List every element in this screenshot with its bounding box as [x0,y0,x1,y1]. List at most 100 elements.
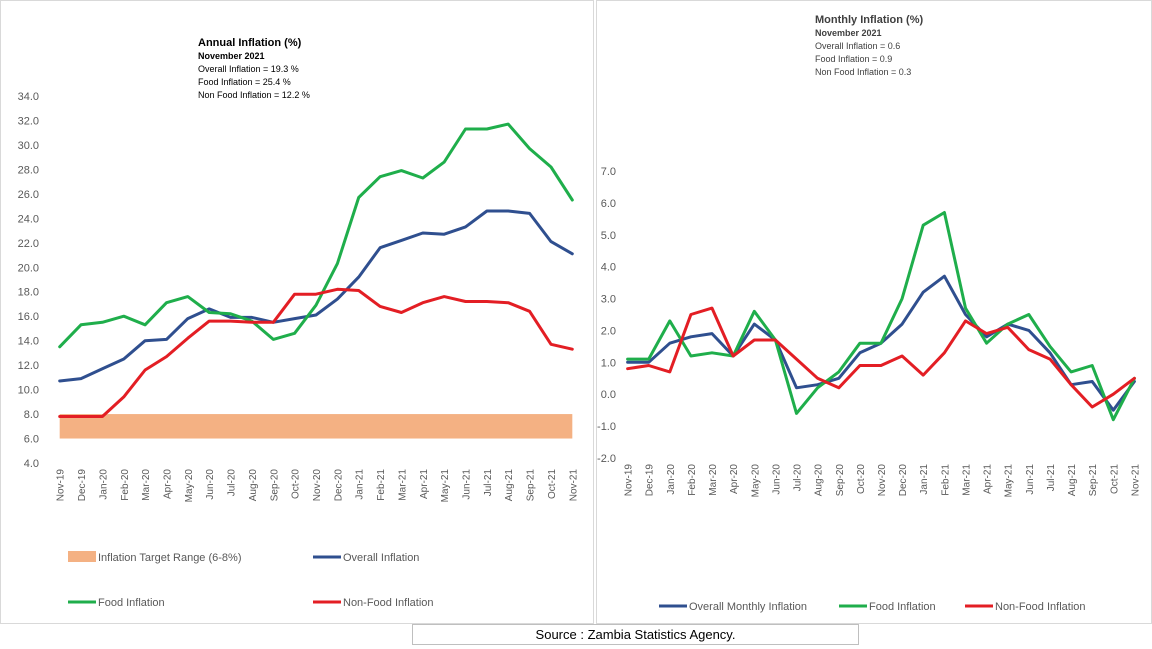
x-tick-label: Apr-21 [983,464,994,494]
chart-annotation: Overall Inflation = 0.6 [815,41,900,51]
x-tick-label: Feb-21 [940,464,951,496]
legend-label-target: Inflation Target Range (6-8%) [98,552,242,564]
annual-inflation-chart: Annual Inflation (%) November 2021 Overall… [18,37,580,609]
chart-annotation: Food Inflation = 25.4 % [198,77,291,87]
x-tick-label: Aug-20 [248,469,259,502]
x-tick-label: Mar-21 [397,469,408,501]
x-tick-label: Feb-21 [376,469,387,501]
series-line-nonfood [626,306,1136,409]
y-tick-label: 10.0 [18,385,39,397]
y-tick-label: 22.0 [18,238,39,250]
x-tick-label: Jan-20 [666,464,677,495]
y-tick-label: 4.0 [601,262,616,274]
y-tick-label: 34.0 [18,91,39,103]
monthly-inflation-panel: Monthly Inflation (%) November 2021 Overal… [596,0,1152,624]
y-tick-label: 6.0 [24,434,39,446]
x-tick-label: Nov-19 [56,469,67,502]
chart-annotation: Non Food Inflation = 12.2 % [198,90,310,100]
x-tick-label: Sep-21 [526,469,537,502]
y-tick-label: 2.0 [601,325,616,337]
x-tick-label: Mar-20 [708,464,719,496]
series-line-overall [58,209,574,383]
x-tick-label: Nov-19 [624,464,635,497]
x-tick-label: Aug-21 [504,469,515,502]
legend-label-overall: Overall Monthly Inflation [689,601,807,613]
y-tick-label: 5.0 [601,230,616,242]
chart-title: Monthly Inflation (%) [815,14,923,26]
y-tick-label: 30.0 [18,140,39,152]
y-tick-label: 16.0 [18,311,39,323]
y-tick-label: 4.0 [24,458,39,470]
x-tick-label: Nov-20 [312,469,323,502]
y-tick-label: 6.0 [601,198,616,210]
x-tick-label: Nov-21 [1130,464,1141,497]
y-tick-label: -1.0 [597,421,616,433]
x-tick-label: Mar-20 [141,469,152,501]
x-tick-label: Apr-20 [162,469,173,499]
x-tick-label: May-21 [1004,464,1015,498]
x-tick-label: Jul-21 [483,469,494,497]
x-tick-label: Mar-21 [961,464,972,496]
series-line-nonfood [58,287,574,418]
y-tick-label: 0.0 [601,389,616,401]
monthly-inflation-chart: Monthly Inflation (%) November 2021 Overal… [597,14,1141,613]
x-tick-label: Jun-20 [205,469,216,500]
x-tick-label: Feb-20 [120,469,131,501]
x-tick-label: Aug-20 [814,464,825,497]
chart-subtitle: November 2021 [815,28,882,38]
x-tick-label: Oct-21 [547,469,558,499]
x-tick-label: Jun-21 [1025,464,1036,495]
x-tick-label: Jan-21 [919,464,930,495]
chart-annotation: Overall Inflation = 19.3 % [198,64,299,74]
y-tick-label: 18.0 [18,287,39,299]
series-line-food [58,122,574,349]
annual-inflation-panel: Annual Inflation (%) November 2021 Overall… [0,0,594,624]
y-tick-label: 26.0 [18,189,39,201]
legend-swatch-target [68,551,96,562]
x-tick-label: Dec-20 [333,469,344,502]
legend-label-overall: Overall Inflation [343,552,419,564]
x-tick-label: Apr-21 [419,469,430,499]
x-tick-label: Sep-21 [1088,464,1099,497]
legend-label-food: Food Inflation [869,601,936,613]
x-tick-label: Jun-21 [462,469,473,500]
legend-label-nonfood: Non-Food Inflation [995,601,1086,613]
x-tick-label: Jan-20 [98,469,109,500]
x-tick-label: Jun-20 [771,464,782,495]
x-tick-label: May-20 [750,464,761,498]
x-tick-label: Sep-20 [835,464,846,497]
y-tick-label: 3.0 [601,294,616,306]
y-tick-label: 24.0 [18,213,39,225]
x-tick-label: Jan-21 [355,469,366,500]
chart-subtitle: November 2021 [198,51,265,61]
y-tick-label: 1.0 [601,357,616,369]
chart-annotation: Food Inflation = 0.9 [815,54,892,64]
x-tick-label: Sep-20 [269,469,280,502]
x-tick-label: Oct-20 [291,469,302,499]
x-tick-label: Apr-20 [729,464,740,494]
target-range-band [59,414,573,439]
legend-label-food: Food Inflation [98,597,165,609]
x-tick-label: Jul-20 [793,464,804,492]
y-tick-label: 7.0 [601,166,616,178]
x-tick-label: Dec-19 [645,464,656,497]
x-tick-label: May-21 [440,469,451,503]
y-tick-label: 14.0 [18,336,39,348]
chart-title: Annual Inflation (%) [198,37,302,49]
y-tick-label: 32.0 [18,115,39,127]
x-tick-label: Nov-21 [568,469,579,502]
x-tick-label: Dec-20 [898,464,909,497]
legend-label-nonfood: Non-Food Inflation [343,597,434,609]
x-tick-label: Nov-20 [877,464,888,497]
y-tick-label: 20.0 [18,262,39,274]
x-tick-label: Oct-21 [1109,464,1120,494]
x-tick-label: Oct-20 [856,464,867,494]
x-tick-label: Jul-20 [227,469,238,497]
y-tick-label: 12.0 [18,360,39,372]
source-caption: Source : Zambia Statistics Agency. [412,624,859,645]
x-tick-label: Dec-19 [77,469,88,502]
series-line-food [626,211,1136,422]
x-tick-label: Feb-20 [687,464,698,496]
y-tick-label: -2.0 [597,453,616,465]
x-tick-label: May-20 [184,469,195,503]
